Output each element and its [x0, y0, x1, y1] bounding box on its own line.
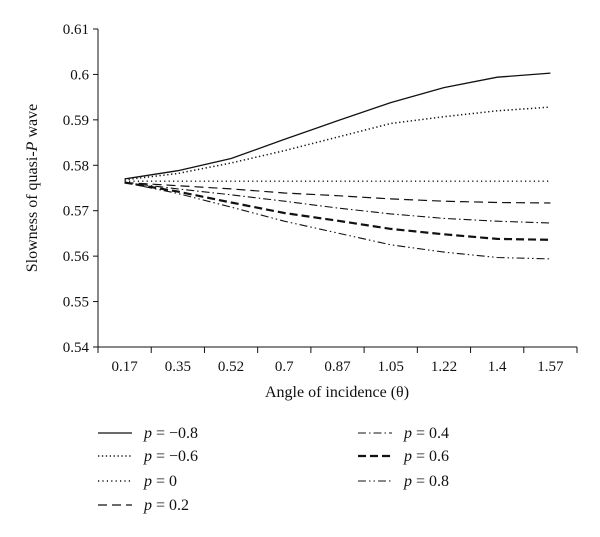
series-line: [124, 181, 551, 204]
series-lines: [124, 72, 551, 260]
x-tick-label: 1.05: [378, 359, 404, 375]
y-tick-label: 0.61: [63, 22, 89, 38]
series-line: [124, 181, 551, 241]
series-line: [124, 181, 551, 224]
y-axis-title-prefix: Slowness of quasi-: [24, 151, 41, 272]
y-tick-label: 0.55: [63, 295, 89, 311]
series-line: [124, 181, 551, 260]
x-tick-label: 1.4: [488, 359, 507, 375]
legend-label: p = 0.2: [143, 497, 189, 514]
x-tick-label: 1.22: [431, 359, 457, 375]
x-tick-label: 0.87: [324, 359, 351, 375]
legend-label: p = 0: [143, 473, 177, 490]
y-ticks: 0.54 0.55 0.56 0.57 0.58 0.59 0.6 0.61: [63, 22, 98, 356]
legend-label: p = 0.8: [403, 473, 449, 490]
legend: p = −0.8 p = −0.6 p = 0 p = 0.2 p = 0.4 p = 0…: [98, 425, 449, 514]
y-tick-label: 0.6: [70, 67, 89, 83]
y-axis-title-italic: P: [24, 141, 41, 152]
legend-label: p = 0.4: [403, 425, 449, 442]
y-tick-label: 0.57: [63, 204, 90, 220]
y-axis-title-suffix: wave: [24, 104, 41, 142]
x-ticks: 0.17 0.35 0.52 0.7 0.87 1.05 1.22 1.4 1.57: [97, 347, 578, 375]
x-tick-label: 0.7: [275, 359, 294, 375]
legend-label: p = 0.6: [403, 448, 449, 465]
legend-label: p = −0.8: [143, 425, 198, 442]
y-tick-label: 0.56: [63, 249, 90, 265]
x-tick-label: 1.57: [537, 359, 564, 375]
y-tick-label: 0.58: [63, 158, 89, 174]
y-axis-title: Slowness of quasi-P wave: [24, 104, 41, 272]
series-line: [124, 72, 551, 180]
x-tick-label: 0.52: [218, 359, 244, 375]
x-tick-label: 0.35: [165, 359, 191, 375]
y-tick-label: 0.54: [63, 340, 90, 356]
legend-label: p = −0.6: [143, 448, 198, 465]
x-tick-label: 0.17: [111, 359, 138, 375]
y-tick-label: 0.59: [63, 113, 89, 129]
x-axis-title: Angle of incidence (θ): [265, 384, 409, 401]
axes: [97, 29, 577, 348]
